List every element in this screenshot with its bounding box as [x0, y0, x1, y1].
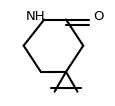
Text: O: O [92, 10, 102, 23]
Text: NH: NH [25, 10, 45, 23]
